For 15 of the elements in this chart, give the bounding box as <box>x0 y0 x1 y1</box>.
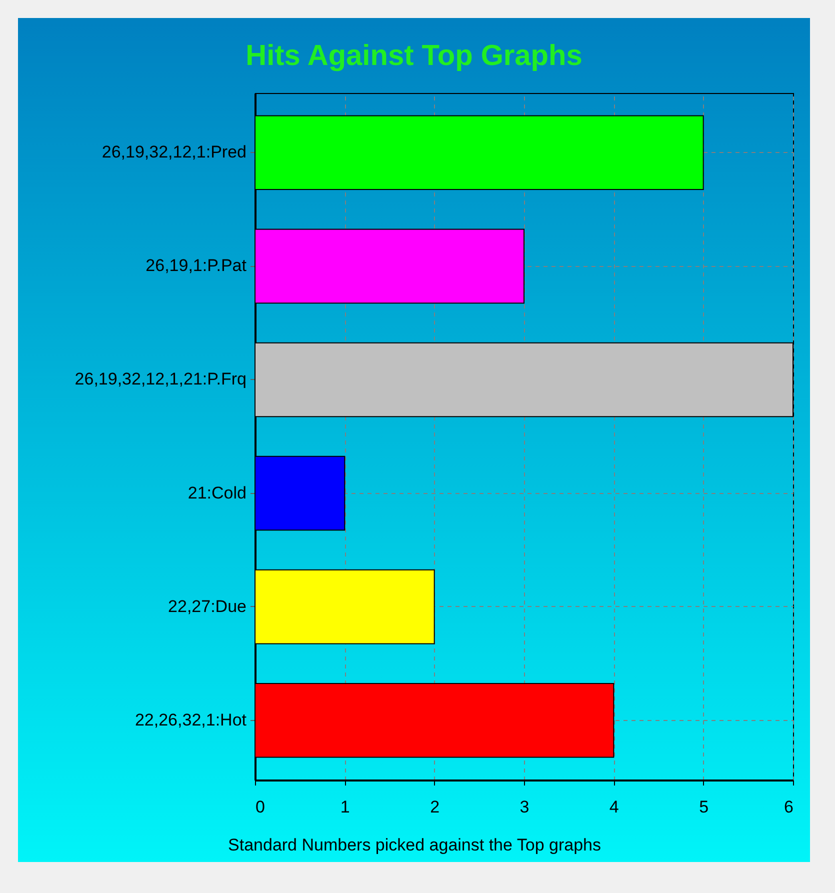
y-tick-label: 22,27:Due <box>168 596 246 616</box>
chart-title: Hits Against Top Graphs <box>246 40 582 72</box>
y-tick-label: 26,19,1:P.Pat <box>146 256 247 276</box>
x-tick-label: 0 <box>256 798 265 816</box>
x-tick-label: 2 <box>430 798 440 816</box>
x-axis-title: Standard Numbers picked against the Top graphs <box>228 836 601 854</box>
y-tick-label: 22,26,32,1:Hot <box>134 710 247 730</box>
x-tick-label: 6 <box>784 798 794 816</box>
y-tick-label: 21:Cold <box>188 483 246 502</box>
x-tick-label: 4 <box>609 798 619 816</box>
y-tick-label: 26,19,32,12,1:Pred <box>102 142 246 162</box>
x-tick-label: 3 <box>520 798 530 816</box>
x-tick-label: 5 <box>699 798 709 816</box>
y-tick-label: 26,19,32,12,1,21:P.Frq <box>74 370 246 389</box>
x-tick-label: 1 <box>340 798 350 816</box>
